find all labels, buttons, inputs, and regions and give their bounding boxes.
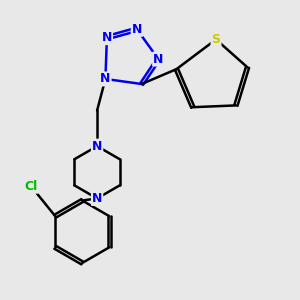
Text: N: N: [132, 23, 142, 36]
Text: N: N: [100, 73, 111, 85]
Text: N: N: [102, 31, 112, 44]
Text: S: S: [212, 33, 220, 46]
Text: N: N: [92, 140, 102, 153]
Text: N: N: [92, 192, 102, 205]
Text: Cl: Cl: [25, 180, 38, 193]
Text: N: N: [153, 52, 164, 66]
